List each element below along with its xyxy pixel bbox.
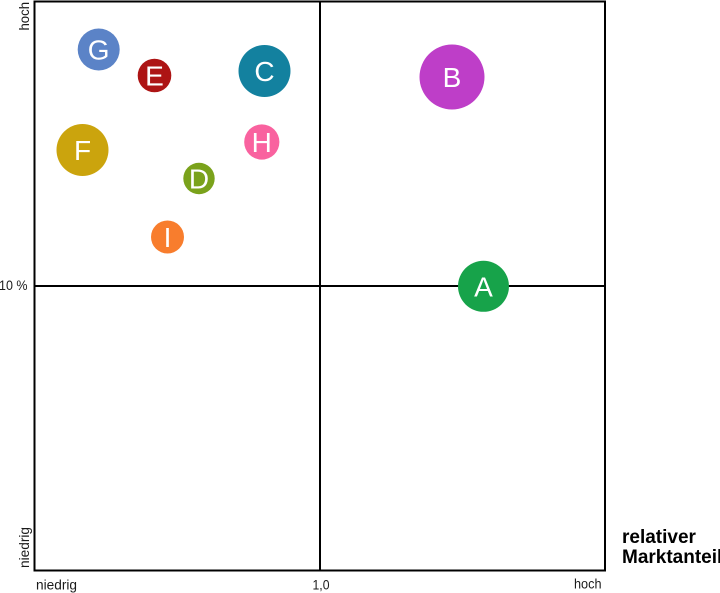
svg-text:hoch: hoch	[16, 2, 32, 31]
svg-text:niedrig: niedrig	[16, 527, 32, 568]
svg-text:niedrig: niedrig	[36, 577, 77, 593]
svg-text:Marktanteil: Marktanteil	[622, 547, 720, 568]
svg-text:G: G	[88, 35, 110, 66]
svg-text:C: C	[254, 56, 274, 87]
svg-text:I: I	[164, 222, 172, 253]
svg-text:hoch: hoch	[574, 576, 602, 592]
svg-text:A: A	[474, 271, 493, 302]
svg-text:F: F	[74, 135, 91, 166]
svg-text:H: H	[252, 127, 272, 158]
svg-text:E: E	[145, 61, 164, 92]
svg-text:B: B	[443, 62, 462, 93]
svg-text:10 %: 10 %	[0, 277, 28, 293]
svg-text:D: D	[189, 164, 209, 195]
svg-text:relativer: relativer	[622, 527, 697, 548]
svg-text:1,0: 1,0	[313, 577, 330, 593]
